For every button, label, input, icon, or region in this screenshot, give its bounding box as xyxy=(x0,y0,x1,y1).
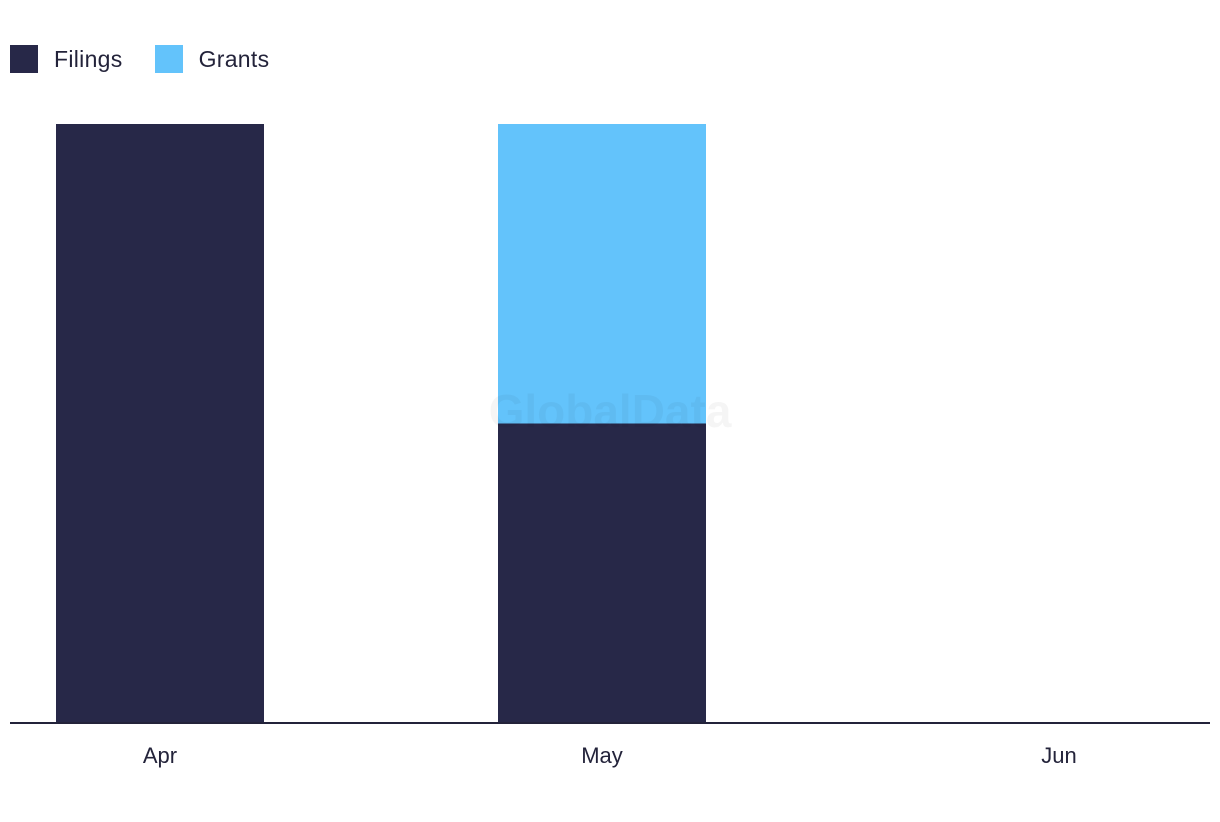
legend-item-filings[interactable]: Filings xyxy=(10,45,123,73)
bars-group xyxy=(56,124,706,723)
legend-item-grants[interactable]: Grants xyxy=(154,45,270,73)
legend-swatch-filings xyxy=(10,45,38,73)
legend-label-filings: Filings xyxy=(54,45,123,72)
x-tick-label-jun: Jun xyxy=(1041,743,1076,768)
legend-label-grants: Grants xyxy=(198,45,270,72)
x-tick-labels: Apr May Jun xyxy=(143,743,1077,768)
bar-filings-apr[interactable] xyxy=(56,124,264,723)
bar-grants-may[interactable] xyxy=(498,124,706,424)
legend-swatch-grants xyxy=(154,45,183,73)
x-tick-label-apr: Apr xyxy=(143,743,177,768)
legend: Filings Grants xyxy=(10,44,269,74)
bar-filings-may[interactable] xyxy=(498,423,706,724)
x-tick-label-may: May xyxy=(581,743,623,768)
